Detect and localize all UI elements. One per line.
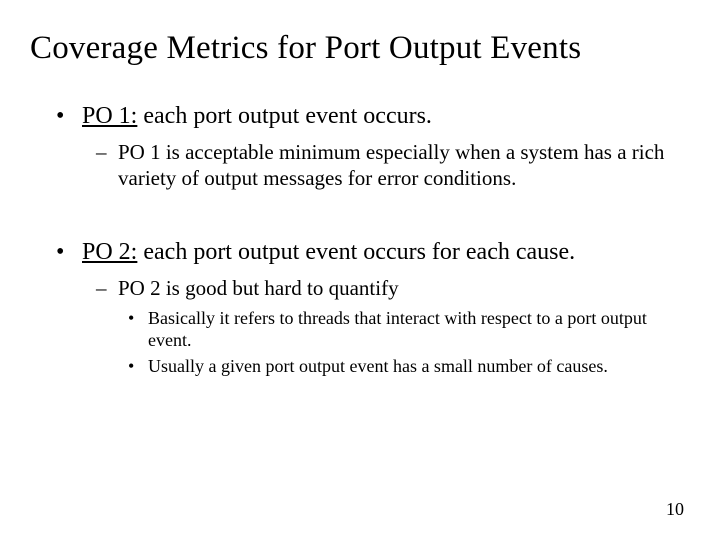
bullet-po1-sub1: PO 1 is acceptable minimum especially wh… xyxy=(118,140,690,191)
bullet-po2-label: PO 2: xyxy=(82,239,137,265)
slide: Coverage Metrics for Port Output Events … xyxy=(0,0,720,540)
bullet-po2-sub1-sub2: Usually a given port output event has a … xyxy=(148,356,690,378)
bullet-po2-text: each port output event occurs for each c… xyxy=(137,239,575,265)
bullet-list: PO 1: each port output event occurs. PO … xyxy=(30,103,690,378)
slide-title: Coverage Metrics for Port Output Events xyxy=(30,30,690,67)
bullet-po2-sublist: PO 2 is good but hard to quantify Basica… xyxy=(82,276,690,377)
page-number: 10 xyxy=(666,499,684,520)
bullet-po2-sub1-sub1: Basically it refers to threads that inte… xyxy=(148,308,690,352)
bullet-po2-sub1-sublist: Basically it refers to threads that inte… xyxy=(118,308,690,378)
bullet-po1: PO 1: each port output event occurs. PO … xyxy=(82,103,690,191)
bullet-po2-sub1-text: PO 2 is good but hard to quantify xyxy=(118,276,399,300)
bullet-po2: PO 2: each port output event occurs for … xyxy=(82,239,690,377)
bullet-po1-sublist: PO 1 is acceptable minimum especially wh… xyxy=(82,140,690,191)
bullet-po1-label: PO 1: xyxy=(82,103,137,129)
bullet-po2-sub1: PO 2 is good but hard to quantify Basica… xyxy=(118,276,690,377)
bullet-po1-text: each port output event occurs. xyxy=(137,103,432,129)
